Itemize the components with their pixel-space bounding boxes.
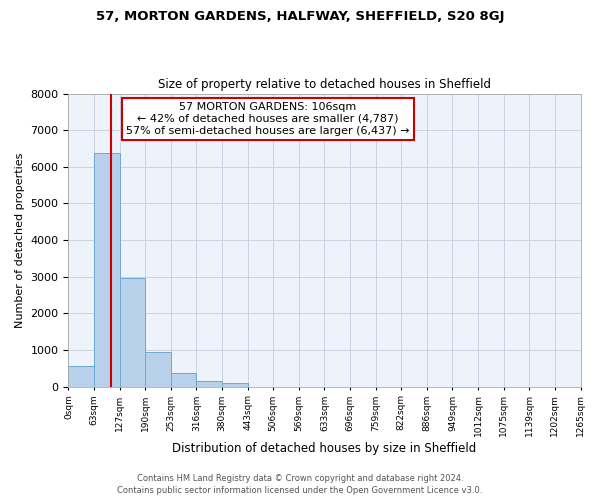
Title: Size of property relative to detached houses in Sheffield: Size of property relative to detached ho… — [158, 78, 491, 91]
Y-axis label: Number of detached properties: Number of detached properties — [15, 152, 25, 328]
Bar — [196, 381, 222, 386]
Bar — [68, 366, 94, 386]
X-axis label: Distribution of detached houses by size in Sheffield: Distribution of detached houses by size … — [172, 442, 476, 455]
Bar — [171, 373, 196, 386]
Bar — [222, 384, 248, 386]
Bar — [94, 153, 119, 386]
Text: Contains HM Land Registry data © Crown copyright and database right 2024.
Contai: Contains HM Land Registry data © Crown c… — [118, 474, 482, 495]
Bar — [145, 352, 171, 386]
Bar — [119, 278, 145, 386]
Text: 57, MORTON GARDENS, HALFWAY, SHEFFIELD, S20 8GJ: 57, MORTON GARDENS, HALFWAY, SHEFFIELD, … — [96, 10, 504, 23]
Text: 57 MORTON GARDENS: 106sqm
← 42% of detached houses are smaller (4,787)
57% of se: 57 MORTON GARDENS: 106sqm ← 42% of detac… — [127, 102, 410, 136]
